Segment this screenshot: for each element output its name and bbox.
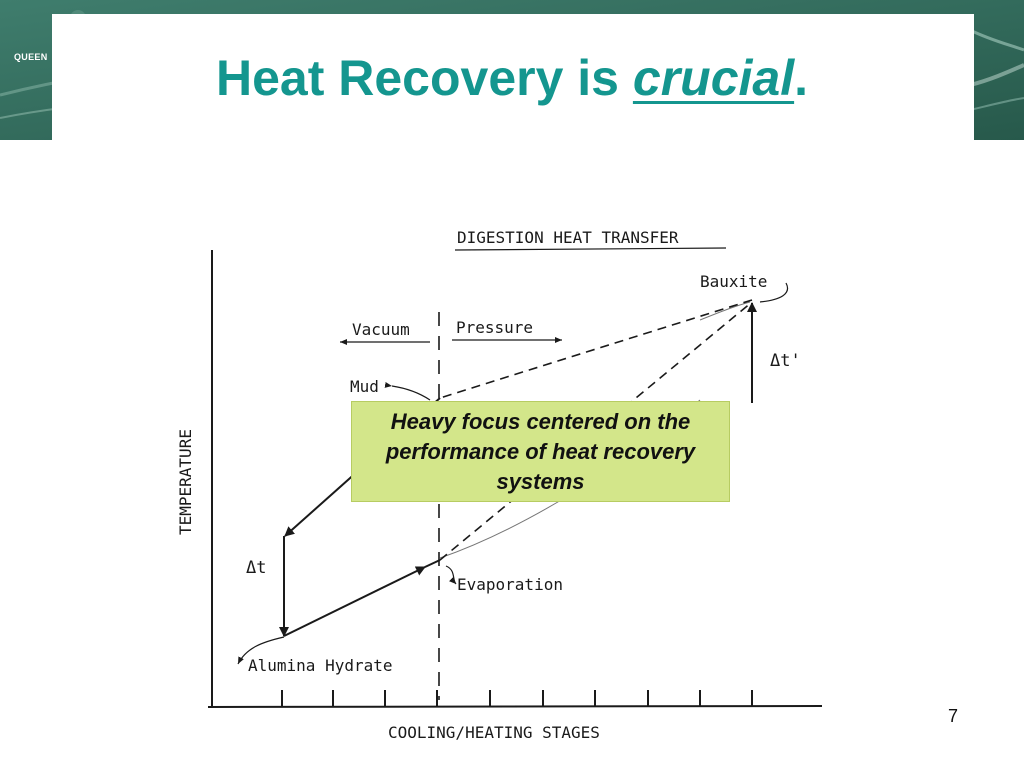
figure-title: DIGESTION HEAT TRANSFER — [457, 228, 679, 247]
callout-text: Heavy focus centered on the performance … — [385, 408, 696, 494]
alumina-hydrate-label: Alumina Hydrate — [248, 656, 393, 675]
figure-title-underline — [454, 247, 727, 251]
bauxite-pointer — [759, 282, 789, 303]
mud-label: Mud — [350, 377, 379, 396]
y-axis-label: TEMPERATURE — [176, 429, 195, 535]
cooling-line-dashed — [439, 299, 753, 399]
x-axis-label: COOLING/HEATING STAGES — [388, 723, 600, 742]
heating-line-arrow — [283, 566, 426, 637]
vacuum-label: Vacuum — [352, 320, 410, 339]
bauxite-label: Bauxite — [700, 272, 767, 291]
x-axis-ticks — [281, 690, 753, 707]
evaporation-pointer — [445, 565, 457, 585]
heating-line — [424, 559, 441, 568]
title-end: . — [794, 50, 809, 106]
alumina-hydrate-pointer — [237, 636, 285, 665]
evaporation-label: Evaporation — [457, 575, 563, 594]
x-axis — [207, 705, 823, 708]
mud-pointer — [384, 381, 431, 401]
title-panel — [52, 14, 974, 140]
bauxite-curve — [699, 301, 751, 321]
callout-box: Heavy focus centered on the performance … — [351, 401, 730, 502]
title-main: Heat Recovery is — [215, 50, 633, 106]
page-number: 7 — [948, 706, 959, 726]
delta-t-label: Δt — [246, 558, 266, 578]
pressure-label: Pressure — [456, 318, 533, 337]
slide-title: Heat Recovery is crucial. — [0, 48, 1024, 108]
delta-t-prime-label: Δt' — [770, 351, 801, 371]
title-emphasis: crucial — [632, 50, 795, 106]
logo-text: QUEEN — [14, 52, 48, 62]
